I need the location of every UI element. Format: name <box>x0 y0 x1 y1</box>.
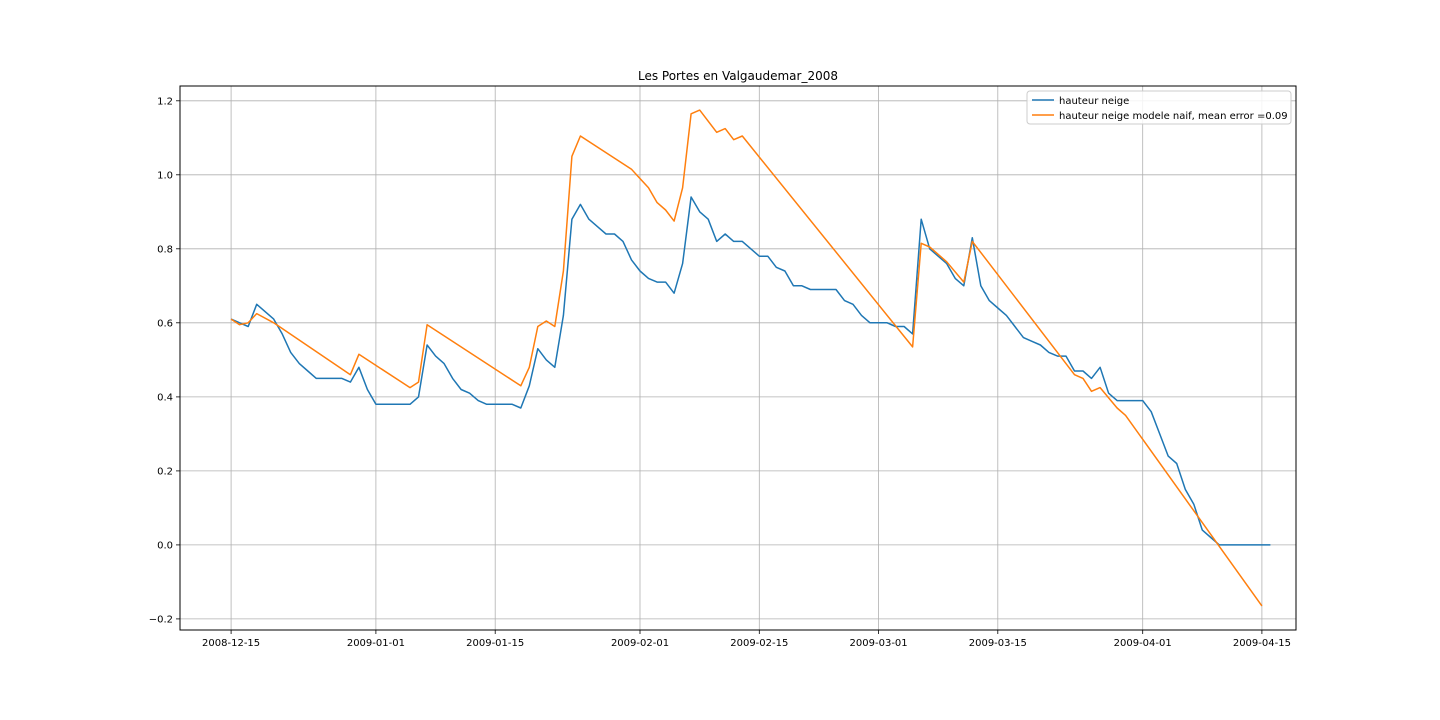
y-axis: −0.2 0.0 0.2 0.4 0.6 0.8 1.0 1.2 <box>149 96 180 625</box>
y-tick-label: 1.0 <box>157 170 173 181</box>
series-lines <box>230 109 1271 607</box>
y-tick-label: −0.2 <box>149 614 173 625</box>
plot-area <box>179 85 1297 631</box>
legend-box <box>1026 90 1292 125</box>
y-tick-label: 0.6 <box>157 318 173 329</box>
plot-frame <box>179 85 1297 631</box>
x-tick-label: 2009-02-01 <box>611 638 669 649</box>
y-tick-label: 0.4 <box>157 392 173 403</box>
x-tick-label: 2009-04-01 <box>1114 638 1172 649</box>
y-tick-label: 0.8 <box>157 244 173 255</box>
x-tick-label: 2009-03-15 <box>969 638 1027 649</box>
legend: hauteur neige hauteur neige modele naif,… <box>1026 90 1292 125</box>
grid-lines <box>180 86 1296 630</box>
y-tick-label: 0.2 <box>157 466 173 477</box>
legend-label-modele-naif: hauteur neige modele naif, mean error =0… <box>1059 111 1288 122</box>
legend-label-hauteur-neige: hauteur neige <box>1059 96 1129 107</box>
y-tick-label: 1.2 <box>157 96 173 107</box>
x-tick-label: 2009-01-15 <box>466 638 524 649</box>
series-line-modele-naif <box>230 109 1263 607</box>
x-tick-label: 2009-01-01 <box>347 638 405 649</box>
x-axis: 2008-12-15 2009-01-01 2009-01-15 2009-02-01… <box>202 630 1291 649</box>
chart-title: Les Portes en Valgaudemar_2008 <box>638 69 838 83</box>
x-tick-label: 2009-03-01 <box>850 638 908 649</box>
y-tick-label: 0.0 <box>157 540 173 551</box>
x-tick-label: 2008-12-15 <box>202 638 260 649</box>
x-tick-label: 2009-02-15 <box>730 638 788 649</box>
series-line-hauteur-neige <box>230 196 1271 546</box>
x-tick-label: 2009-04-15 <box>1233 638 1291 649</box>
